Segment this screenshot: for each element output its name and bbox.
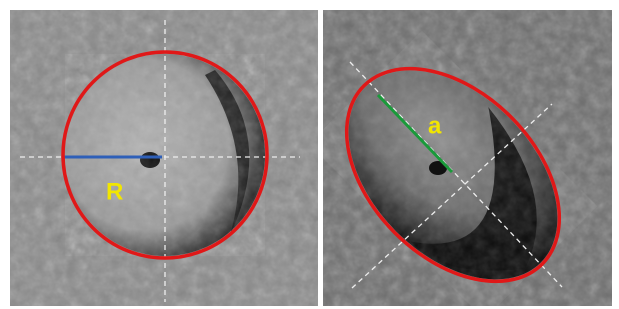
figure: R a [0,0,619,309]
semi-axis-label: a [428,112,442,139]
right-panel: a [306,10,612,309]
radius-label: R [106,178,123,205]
left-panel: R [10,10,318,306]
